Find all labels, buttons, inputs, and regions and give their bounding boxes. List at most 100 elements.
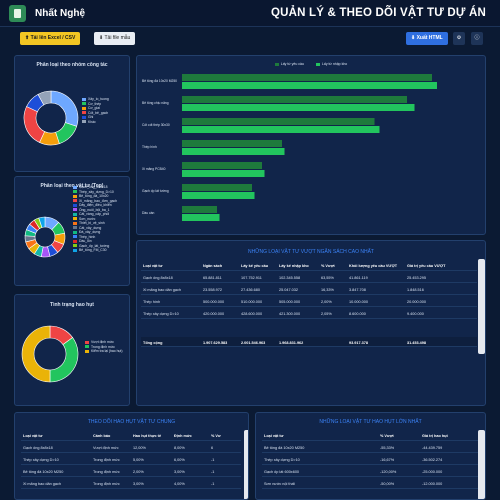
gear-icon[interactable]: ⚙: [453, 32, 465, 45]
item-legend-item[interactable]: Cát_xây_dựng: [73, 226, 117, 231]
group-slice-0[interactable]: [50, 90, 79, 127]
budget-header-row: Loại vật tư Ngân sách Lấy kế yêu cầu Lấy kế…: [141, 260, 477, 271]
item-legend-item[interactable]: Bê_tông_FM_C30: [73, 248, 117, 253]
item-legend-item[interactable]: Gạch_ốp_lát_tường: [73, 244, 117, 249]
item-legend-swatch: [73, 194, 77, 198]
item-legend-item[interactable]: Xi_măng_bao_đơn_gạch: [73, 199, 117, 204]
download-template-button[interactable]: ⬇ Tải file mẫu: [94, 32, 136, 45]
item-donut-chart: [24, 216, 66, 258]
item-legend-label: Cát_vàng_cấp_phối: [79, 212, 110, 217]
item-legend-item[interactable]: Bê_tông_đá_10x20: [73, 194, 117, 199]
item-legend-swatch: [73, 239, 77, 243]
item-legend-label: Thép_xây_dựng_D>10: [79, 189, 114, 194]
group-legend-item[interactable]: Ghi: [82, 115, 109, 120]
item-legend-label: Bê_tông_đá_10x20: [79, 194, 109, 199]
budget-cell: 1.848.516: [407, 287, 424, 292]
item-legend-item[interactable]: Dầu_lỏn: [73, 239, 117, 244]
loss-header-cell: Loại vật tư: [23, 433, 43, 438]
group-slice-1[interactable]: [55, 122, 78, 145]
group-legend-item[interactable]: Cơ_thép: [82, 102, 109, 107]
item-legend-label: Thép_hình: [79, 234, 96, 239]
item-legend-item[interactable]: Thiết_bị_vệ_sinh: [73, 221, 117, 226]
budget-header-cell: Giá trị yêu cầu VƯỢT: [407, 263, 446, 268]
status-legend-item[interactable]: Kiểm tra lại (hao hụt): [85, 349, 122, 354]
item-legend-item[interactable]: Đá_xây_dựng: [73, 230, 117, 235]
status-legend-label: Vượt định mức: [91, 340, 114, 345]
budget-cell: 41.861.119: [349, 275, 368, 280]
maxloss-cell: -44.439.759: [422, 445, 443, 450]
maxloss-cell: Thép xây dựng D>10: [264, 457, 300, 462]
budget-cell: 510.000.000: [241, 299, 263, 304]
item-legend-item[interactable]: Gạch_ông_8x8x18: [73, 185, 117, 190]
item-legend-item[interactable]: Ống_nuôi_bội_ba_1: [73, 208, 117, 213]
loss-cell: 5,00%: [133, 457, 144, 462]
bar-5-1[interactable]: [182, 192, 255, 199]
item-legend-swatch: [73, 230, 77, 234]
loss-cell: Gạch ống 8x8x18: [23, 445, 53, 450]
status-slice-2[interactable]: [21, 325, 51, 383]
bar-6-1[interactable]: [182, 214, 220, 221]
loss-header-cell: % Vư: [211, 433, 221, 438]
bar-3-0[interactable]: [182, 140, 282, 147]
bar-4-0[interactable]: [182, 162, 262, 169]
bar-6-0[interactable]: [182, 206, 217, 213]
budget-cell: 23.558.972: [203, 287, 223, 292]
bar-2-0[interactable]: [182, 118, 375, 125]
group-legend-item[interactable]: Cốt_bê_gạch: [82, 111, 109, 116]
budget-cell: 20.000.000: [407, 299, 427, 304]
group-slice-5[interactable]: [37, 90, 52, 106]
bar-2-1[interactable]: [182, 126, 380, 133]
status-legend-swatch: [85, 340, 89, 344]
export-html-button[interactable]: ⬇ Xuất HTML: [406, 32, 448, 45]
bar-0-0[interactable]: [182, 74, 432, 81]
status-slice-1[interactable]: [49, 337, 79, 383]
item-legend-label: Xi_măng_bao_đơn_gạch: [79, 198, 118, 203]
item-legend-label: Đá_xây_dựng: [79, 230, 101, 235]
group-pie-title: Phân loại theo nhóm công tác: [36, 62, 108, 68]
budget-cell: 107.752.911: [241, 275, 262, 280]
budget-cell: 63,55%: [321, 275, 334, 280]
maxloss-cell: -55,33%: [380, 445, 395, 450]
bar-chart-legend: Lấy từ yêu cầu Lấy từ nhập kho: [137, 62, 485, 66]
budget-table-scrollbar[interactable]: [478, 259, 485, 354]
loss-cell: 4,00%: [174, 481, 185, 486]
max-loss-table-scrollbar[interactable]: [478, 430, 485, 499]
info-icon[interactable]: ⓘ: [471, 32, 483, 45]
bar-category-label: Bê tông chịu năng: [142, 101, 169, 105]
item-legend-item[interactable]: Thép_xây_dựng_D>10: [73, 190, 117, 195]
item-legend-item[interactable]: Sơn_nước: [73, 217, 117, 222]
bar-category-label: Gạch ốp lát tường: [142, 189, 169, 193]
upload-excel-button[interactable]: ⬆ Tải lên Excel / CSV: [20, 32, 81, 45]
bar-4-1[interactable]: [182, 170, 265, 177]
item-legend-item[interactable]: Thép_hình: [73, 235, 117, 240]
status-pie-legend: Vượt định mức Trong định mức Kiểm tra lại …: [85, 340, 122, 354]
item-legend-label: Bê_tông_FM_C30: [79, 248, 107, 253]
budget-cell: 9.400.000: [407, 311, 424, 316]
item-legend-item[interactable]: Dây_điện_điều_khiển: [73, 203, 117, 208]
group-legend-item[interactable]: Xây_lo_tuong: [82, 97, 109, 102]
bar-5-0[interactable]: [182, 184, 252, 191]
bar-1-1[interactable]: [182, 104, 415, 111]
bar-0-1[interactable]: [182, 82, 437, 89]
status-legend-item[interactable]: Vượt định mức: [85, 340, 122, 345]
bar-1-0[interactable]: [182, 96, 407, 103]
group-pie-panel: Phân loại theo nhóm công tác Xây_lo_tuon…: [14, 55, 130, 172]
budget-row: Xi măng bao dân gạch 23.558.972 27.436.680…: [141, 284, 477, 295]
loss-row: Bê tông đá 10x20 M250 Trong định mức 2,00%…: [21, 466, 241, 477]
bar-3-1[interactable]: [182, 148, 285, 155]
loss-cell: 12,00%: [133, 445, 146, 450]
bar-chart-panel: Lấy từ yêu cầu Lấy từ nhập kho Bê tông đ…: [136, 55, 486, 235]
max-loss-table-panel: NHỮNG LOẠI VẬT TƯ HAO HỤT LỚN NHẤT Loại …: [255, 412, 486, 500]
group-legend-item[interactable]: Cơ_giai: [82, 106, 109, 111]
loss-cell: Trong định mức: [93, 481, 120, 486]
loss-table-title: THEO DÕI HAO HỤT VẬT TƯ CHUNG: [87, 419, 176, 425]
loss-table-scrollbar[interactable]: [244, 430, 248, 499]
maxloss-cell: -16,67%: [380, 457, 395, 462]
group-legend-label: Cốt_bê_gạch: [88, 110, 109, 115]
item-legend-item[interactable]: Cát_vàng_cấp_phối: [73, 212, 117, 217]
group-legend-item[interactable]: Khác: [82, 120, 109, 125]
group-slice-3[interactable]: [23, 106, 46, 143]
item-slice-14[interactable]: [38, 216, 46, 228]
status-legend-item[interactable]: Trong định mức: [85, 345, 122, 350]
loss-cell: 6,00%: [174, 457, 185, 462]
